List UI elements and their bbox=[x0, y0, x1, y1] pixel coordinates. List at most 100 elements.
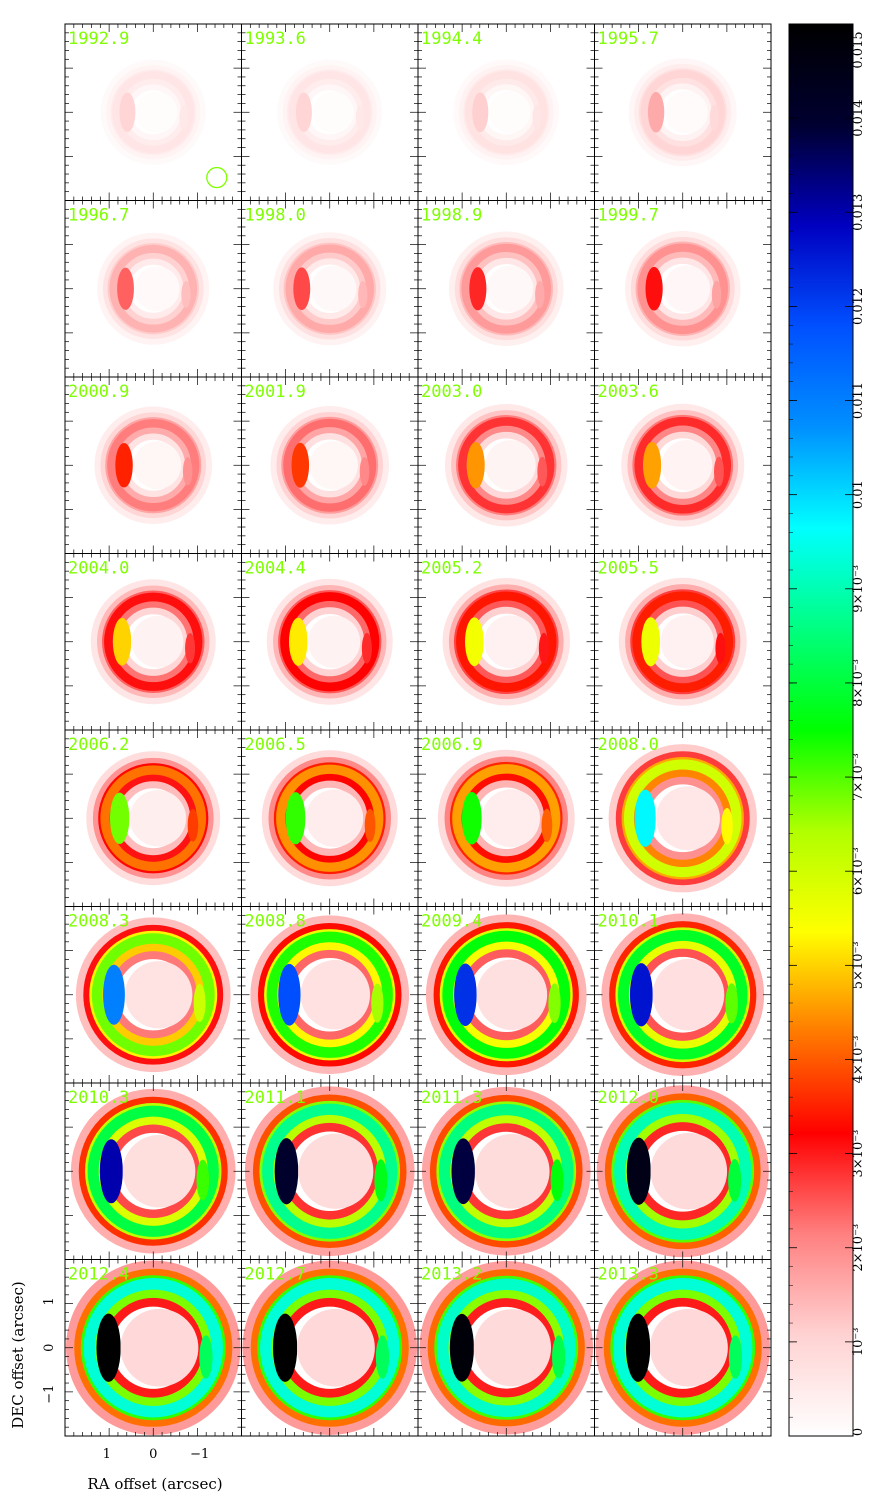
ring-image bbox=[244, 1086, 415, 1257]
epoch-label: 2013.2 bbox=[421, 1265, 482, 1285]
x-tick-label: 0 bbox=[149, 1447, 157, 1462]
epoch-label: 2010.3 bbox=[68, 1088, 129, 1108]
epoch-label: 2005.5 bbox=[598, 559, 659, 579]
epoch-label: 1995.7 bbox=[598, 29, 659, 49]
y-tick-label: −1 bbox=[42, 1385, 57, 1404]
panel-2006.9: 2006.9 bbox=[417, 729, 595, 907]
epoch-label: 2006.2 bbox=[68, 735, 129, 755]
panel-1993.6: 1993.6 bbox=[241, 23, 419, 201]
panel-2008.8: 2008.8 bbox=[241, 906, 419, 1084]
panel-grid: 1992.9 1993.6 1994.4 1995.7 1996.7 1998.0 1998… bbox=[64, 23, 772, 1437]
epoch-label: 1998.9 bbox=[421, 206, 482, 226]
panel-1998.9: 1998.9 bbox=[417, 200, 595, 378]
colorbar-tick-label: 0.011 bbox=[851, 382, 866, 419]
epoch-label: 1993.6 bbox=[245, 29, 306, 49]
axes: RA offset (arcsec) DEC offset (arcsec) 1… bbox=[9, 1281, 223, 1493]
ring-image bbox=[419, 1260, 594, 1435]
panel-1995.7: 1995.7 bbox=[594, 23, 772, 201]
panel-2004.4: 2004.4 bbox=[241, 553, 419, 731]
colorbar-tick-label: 2×10⁻³ bbox=[851, 1224, 866, 1272]
ring-image bbox=[601, 913, 765, 1077]
ring-image bbox=[595, 1260, 771, 1436]
panel-2005.5: 2005.5 bbox=[594, 553, 772, 731]
ring-image bbox=[453, 59, 560, 166]
x-axis-label: RA offset (arcsec) bbox=[87, 1475, 222, 1493]
epoch-label: 1998.0 bbox=[245, 206, 306, 226]
epoch-label: 2008.3 bbox=[68, 912, 129, 932]
epoch-label: 2004.0 bbox=[68, 559, 129, 579]
panel-1996.7: 1996.7 bbox=[64, 200, 242, 378]
epoch-label: 2008.0 bbox=[598, 735, 659, 755]
colorbar-tick-label: 0.013 bbox=[851, 194, 866, 231]
epoch-label: 1999.7 bbox=[598, 206, 659, 226]
panel-2003.6: 2003.6 bbox=[594, 376, 772, 554]
ring-image bbox=[444, 403, 568, 527]
panel-1994.4: 1994.4 bbox=[417, 23, 595, 201]
colorbar-tick-label: 6×10⁻³ bbox=[851, 847, 866, 895]
epoch-label: 2008.8 bbox=[245, 912, 306, 932]
epoch-label: 2004.4 bbox=[245, 559, 306, 579]
ring-image bbox=[442, 578, 570, 706]
epoch-label: 2012.7 bbox=[245, 1265, 306, 1285]
ring-image bbox=[97, 232, 210, 345]
epoch-label: 2013.3 bbox=[598, 1265, 659, 1285]
epoch-label: 2011.3 bbox=[421, 1088, 482, 1108]
panel-2012.7: 2012.7 bbox=[241, 1259, 419, 1437]
ring-image bbox=[421, 1086, 591, 1256]
colorbar-tick-label: 3×10⁻³ bbox=[851, 1130, 866, 1178]
colorbar-tick-label: 10⁻³ bbox=[851, 1328, 866, 1357]
colorbar-tick-label: 4×10⁻³ bbox=[851, 1036, 866, 1084]
panel-2012.0: 2012.0 bbox=[594, 1082, 772, 1260]
colorbar: 0 10⁻³ 2×10⁻³ 3×10⁻³ 4×10⁻³ 5×10⁻³ 6×10⁻³ 7×10⁻… bbox=[788, 23, 866, 1437]
epoch-label: 1996.7 bbox=[68, 206, 129, 226]
colorbar-tick-label: 0.015 bbox=[851, 31, 866, 68]
epoch-label: 2006.5 bbox=[245, 735, 306, 755]
panel-2000.9: 2000.9 bbox=[64, 376, 242, 554]
ring-image bbox=[437, 749, 575, 887]
colorbar-tick-label: 8×10⁻³ bbox=[851, 659, 866, 707]
ring-image bbox=[86, 751, 221, 886]
epoch-label: 1994.4 bbox=[421, 29, 482, 49]
y-axis-label: DEC offset (arcsec) bbox=[9, 1281, 27, 1428]
epoch-label: 2012.0 bbox=[598, 1088, 659, 1108]
ring-image bbox=[75, 917, 231, 1073]
panel-2006.5: 2006.5 bbox=[241, 729, 419, 907]
panel-2008.0: 2008.0 bbox=[594, 729, 772, 907]
panel-2010.3: 2010.3 bbox=[64, 1082, 242, 1260]
panel-2011.3: 2011.3 bbox=[417, 1082, 595, 1260]
epoch-label: 2003.6 bbox=[598, 382, 659, 402]
ring-image bbox=[277, 59, 383, 165]
panel-2013.3: 2013.3 bbox=[594, 1259, 772, 1437]
panel-1998.0: 1998.0 bbox=[241, 200, 419, 378]
x-tick-label: −1 bbox=[190, 1447, 209, 1462]
ring-image bbox=[261, 750, 398, 887]
epoch-label: 2009.4 bbox=[421, 912, 482, 932]
ring-image bbox=[628, 58, 737, 167]
ring-image bbox=[448, 231, 564, 347]
colorbar-bar bbox=[788, 23, 854, 1437]
epoch-label: 2003.0 bbox=[421, 382, 482, 402]
ring-image bbox=[624, 230, 741, 347]
panel-2009.4: 2009.4 bbox=[417, 906, 595, 1084]
ring-image bbox=[266, 578, 393, 705]
panel-2001.9: 2001.9 bbox=[241, 376, 419, 554]
panel-1999.7: 1999.7 bbox=[594, 200, 772, 378]
ring-image bbox=[618, 577, 747, 706]
colorbar-tick-label: 5×10⁻³ bbox=[851, 941, 866, 989]
ring-image bbox=[65, 1260, 241, 1436]
epoch-label: 2011.1 bbox=[245, 1088, 306, 1108]
ring-image bbox=[90, 579, 216, 705]
panel-2010.1: 2010.1 bbox=[594, 906, 772, 1084]
y-tick-label: 0 bbox=[42, 1344, 57, 1352]
epoch-label: 2006.9 bbox=[421, 735, 482, 755]
colorbar-tick-label: 0.014 bbox=[851, 100, 866, 137]
epoch-label: 2012.4 bbox=[68, 1265, 129, 1285]
ring-image bbox=[70, 1088, 236, 1254]
ring-image bbox=[425, 914, 587, 1076]
panel-2008.3: 2008.3 bbox=[64, 906, 242, 1084]
epoch-label: 2001.9 bbox=[245, 382, 306, 402]
ring-image bbox=[100, 59, 206, 165]
epoch-label: 1992.9 bbox=[68, 29, 129, 49]
panel-2003.0: 2003.0 bbox=[417, 376, 595, 554]
beam-circle bbox=[206, 166, 228, 189]
